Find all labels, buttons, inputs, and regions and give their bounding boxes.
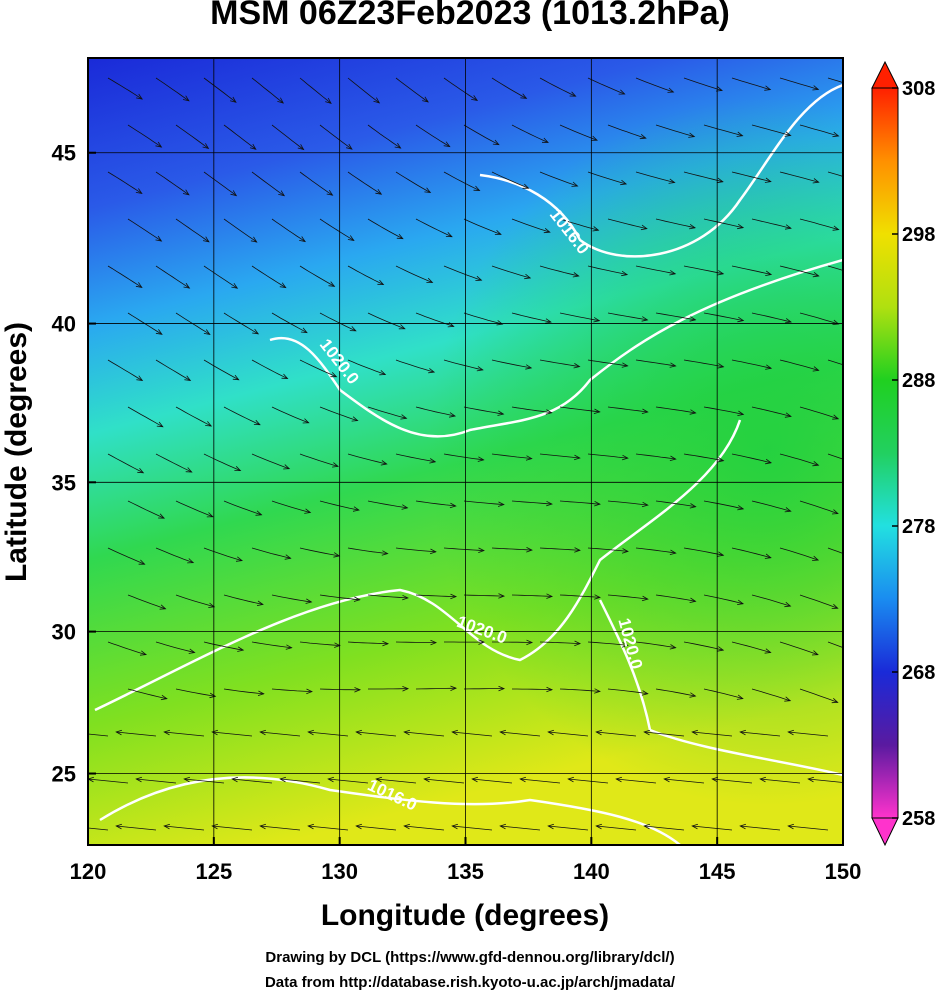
colorbar-tick-label: 278 xyxy=(902,516,935,538)
x-tick-label: 145 xyxy=(699,859,736,884)
streamline-arrow xyxy=(68,824,74,829)
y-tick-label: 35 xyxy=(52,470,76,495)
colorbar-tick-label: 308 xyxy=(902,78,935,100)
colorbar-tick-label: 268 xyxy=(902,662,935,684)
y-axis-label: Latitude (degrees) xyxy=(0,322,33,582)
streamline-arrow xyxy=(860,180,866,184)
streamline-arrow xyxy=(859,558,865,562)
streamline-arrow xyxy=(860,274,866,278)
colorbar-tick-label: 288 xyxy=(902,370,935,392)
y-tick-label: 40 xyxy=(52,312,76,337)
colorbar-tick-label: 298 xyxy=(902,224,935,246)
colorbar-body xyxy=(872,88,898,818)
y-tick-label: 30 xyxy=(52,620,76,645)
credit: Data from http://database.rish.kyoto-u.a… xyxy=(265,974,676,991)
x-tick-label: 120 xyxy=(70,859,107,884)
colorbar-tick-label: 258 xyxy=(902,808,935,830)
streamline-arrow xyxy=(860,463,866,467)
x-tick-label: 135 xyxy=(447,859,484,884)
streamline-arrow xyxy=(860,369,866,373)
streamline-arrow xyxy=(68,730,74,735)
chart-title: MSM 06Z23Feb2023 (1013.2hPa) xyxy=(210,0,730,32)
colorbar: 258 268 278 288 298 308 xyxy=(872,62,935,845)
credit: Drawing by DCL (https://www.gfd-dennou.o… xyxy=(265,949,674,966)
x-tick-label: 150 xyxy=(825,859,862,884)
x-tick-label: 140 xyxy=(573,859,610,884)
colorbar-extend-top xyxy=(872,62,898,88)
colorbar-extend-bottom xyxy=(872,818,898,845)
streamline-arrow xyxy=(859,652,865,656)
y-tick-label: 25 xyxy=(52,762,76,787)
streamline-arrow xyxy=(860,86,866,91)
x-axis-label: Longitude (degrees) xyxy=(321,899,609,932)
x-tick-label: 125 xyxy=(195,859,232,884)
x-tick-label: 130 xyxy=(321,859,358,884)
y-tick-label: 45 xyxy=(52,141,76,166)
